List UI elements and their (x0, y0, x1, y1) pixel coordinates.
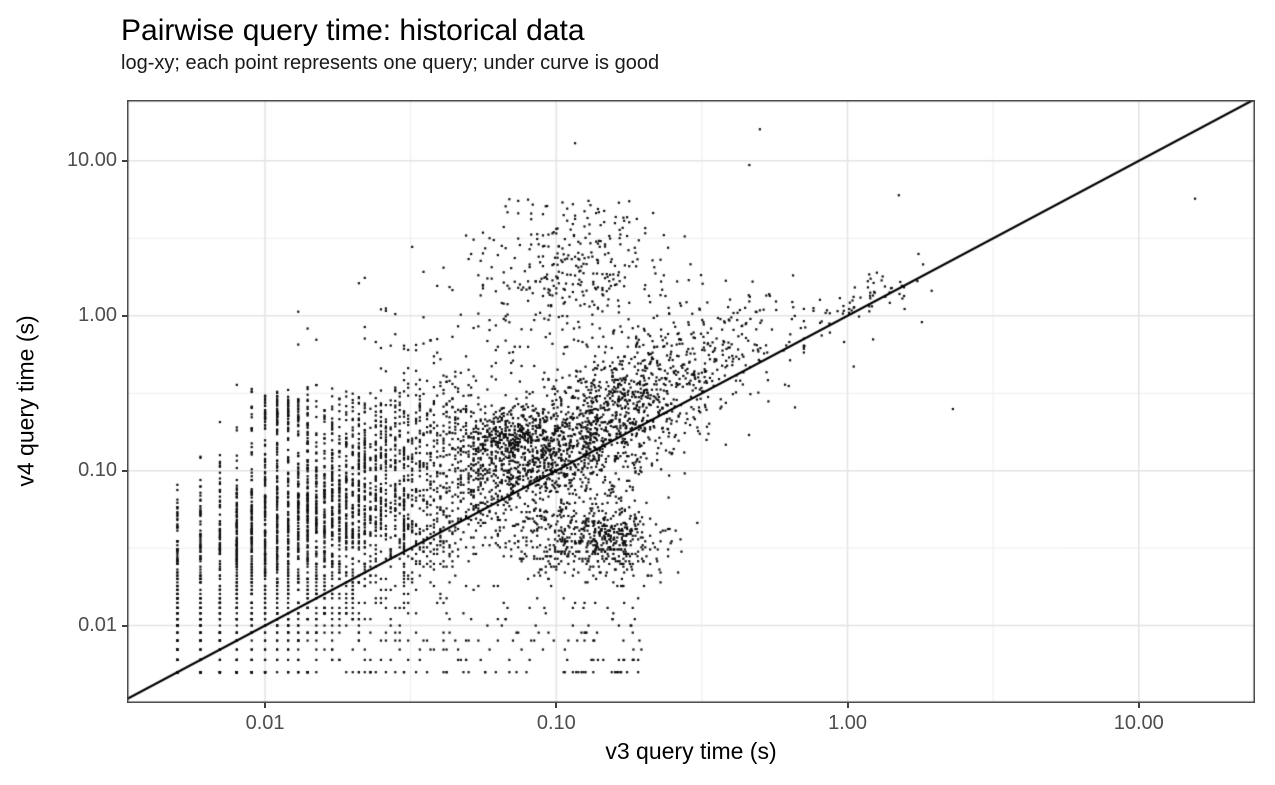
y-tick-label: 0.01 (78, 613, 117, 636)
plot-title: Pairwise query time: historical data (121, 14, 585, 47)
x-axis-tick-mark (555, 703, 558, 708)
x-tick-label: 0.10 (536, 712, 576, 734)
y-tick-label: 1.00 (78, 303, 117, 326)
y-axis-tick-mark (122, 314, 127, 317)
y-axis-tick-mark (122, 469, 127, 472)
plot-subtitle: log-xy; each point represents one query;… (121, 52, 660, 74)
x-tick-label: 10.00 (1113, 712, 1164, 734)
y-axis-tick-mark (122, 159, 127, 162)
x-tick-label: 1.00 (828, 712, 867, 734)
x-axis-tick-mark (264, 703, 267, 708)
x-tick-label: 0.01 (245, 712, 285, 734)
x-axis-tick-mark (1137, 703, 1140, 708)
plot-panel (127, 100, 1255, 703)
y-axis-title: v4 query time (s) (12, 315, 39, 487)
y-tick-label: 10.00 (66, 148, 117, 171)
x-axis-title: v3 query time (s) (605, 738, 777, 764)
x-axis-tick-mark (846, 703, 849, 708)
y-axis-tick-mark (122, 624, 127, 627)
scatter-canvas (127, 100, 1255, 703)
y-tick-label: 0.10 (78, 458, 117, 481)
